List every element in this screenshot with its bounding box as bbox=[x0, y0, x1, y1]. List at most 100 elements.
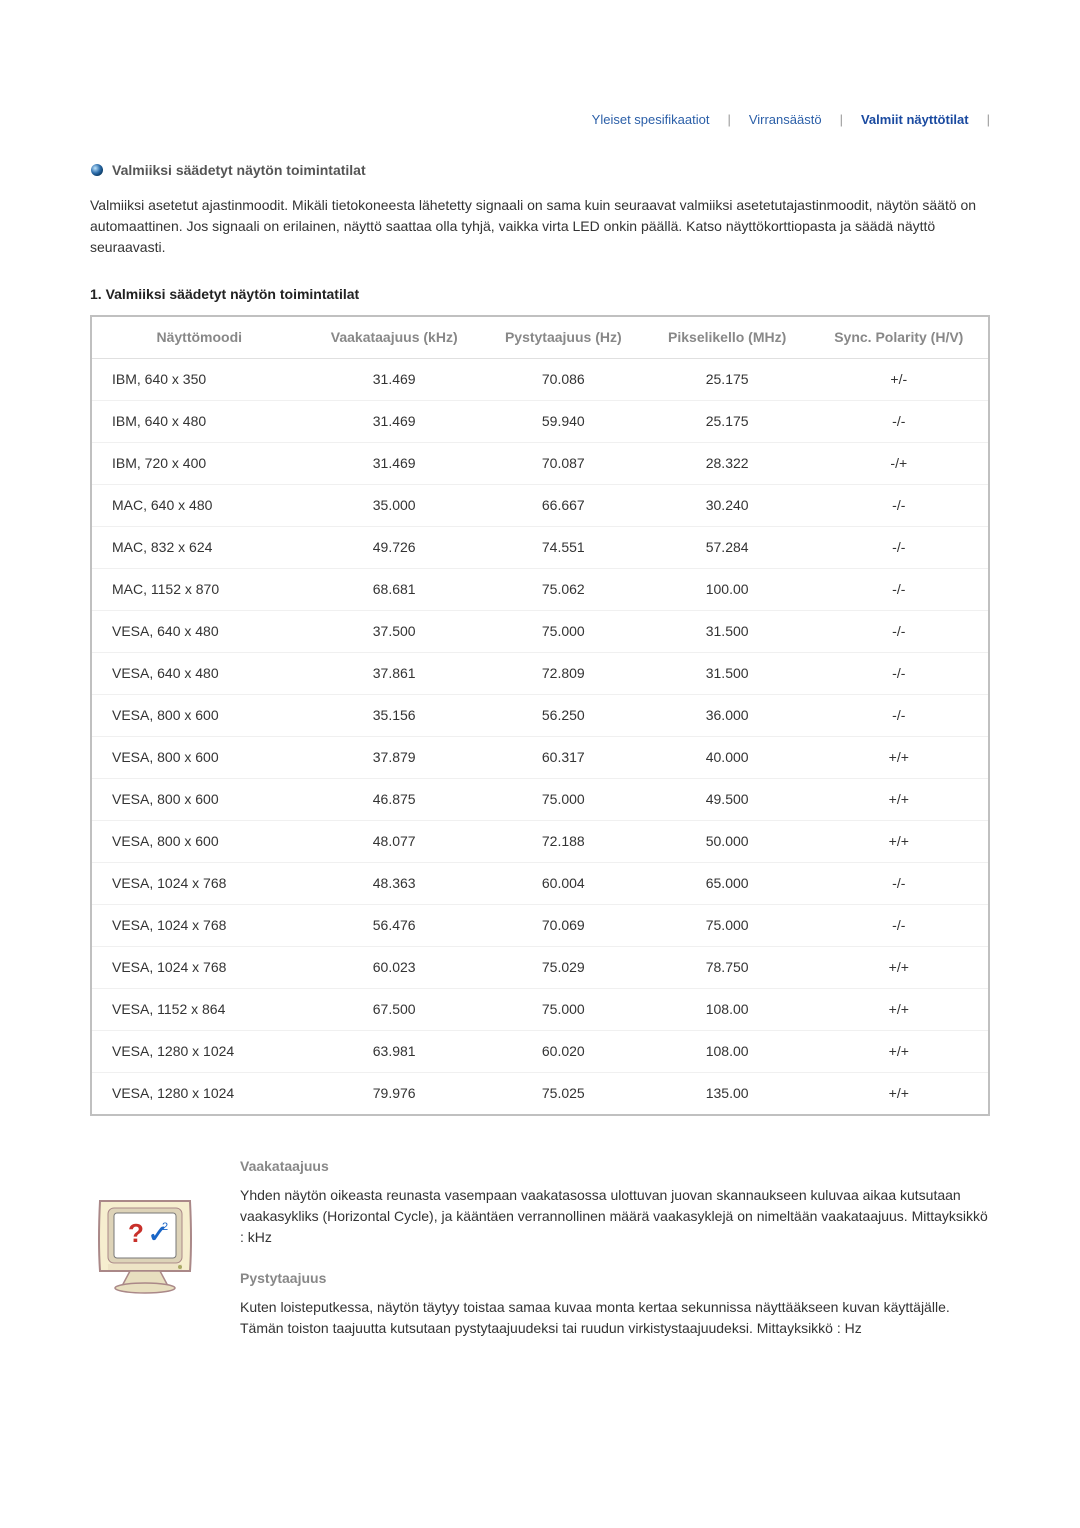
svg-text:2: 2 bbox=[162, 1221, 168, 1233]
cell-mode: IBM, 640 x 480 bbox=[91, 400, 307, 442]
cell-horiz: 79.976 bbox=[307, 1072, 482, 1115]
table-row: VESA, 1024 x 76856.47670.06975.000-/- bbox=[91, 904, 989, 946]
term-vert-title: Pystytaajuus bbox=[240, 1268, 990, 1289]
crt-monitor-icon: ? ✓ 2 bbox=[90, 1186, 210, 1296]
tab-power-save[interactable]: Virransäästö bbox=[749, 110, 822, 130]
table-row: VESA, 1024 x 76860.02375.02978.750+/+ bbox=[91, 946, 989, 988]
term-vert-body: Kuten loisteputkessa, näytön täytyy tois… bbox=[240, 1297, 990, 1339]
tab-general[interactable]: Yleiset spesifikaatiot bbox=[592, 110, 710, 130]
cell-vert: 70.069 bbox=[482, 904, 645, 946]
cell-mode: VESA, 800 x 600 bbox=[91, 820, 307, 862]
cell-sync: +/+ bbox=[810, 946, 989, 988]
cell-mode: MAC, 832 x 624 bbox=[91, 526, 307, 568]
cell-sync: -/- bbox=[810, 862, 989, 904]
cell-sync: +/- bbox=[810, 358, 989, 400]
col-vert: Pystytaajuus (Hz) bbox=[482, 316, 645, 359]
cell-vert: 72.809 bbox=[482, 652, 645, 694]
cell-horiz: 49.726 bbox=[307, 526, 482, 568]
cell-pixel: 57.284 bbox=[645, 526, 810, 568]
terms-section: ? ✓ 2 Vaakataajuus Yhden näytön oikeasta… bbox=[90, 1156, 990, 1359]
cell-mode: VESA, 1024 x 768 bbox=[91, 946, 307, 988]
table-row: VESA, 800 x 60037.87960.31740.000+/+ bbox=[91, 736, 989, 778]
cell-horiz: 31.469 bbox=[307, 400, 482, 442]
table-row: MAC, 832 x 62449.72674.55157.284-/- bbox=[91, 526, 989, 568]
table-header-row: Näyttömoodi Vaakataajuus (kHz) Pystytaaj… bbox=[91, 316, 989, 359]
table-row: VESA, 1152 x 86467.50075.000108.00+/+ bbox=[91, 988, 989, 1030]
cell-horiz: 63.981 bbox=[307, 1030, 482, 1072]
cell-vert: 70.087 bbox=[482, 442, 645, 484]
section-title: Valmiiksi säädetyt näytön toimintatilat bbox=[112, 160, 366, 181]
cell-pixel: 28.322 bbox=[645, 442, 810, 484]
section-header: Valmiiksi säädetyt näytön toimintatilat bbox=[90, 160, 990, 181]
cell-pixel: 50.000 bbox=[645, 820, 810, 862]
cell-pixel: 65.000 bbox=[645, 862, 810, 904]
cell-horiz: 37.500 bbox=[307, 610, 482, 652]
cell-vert: 56.250 bbox=[482, 694, 645, 736]
cell-mode: VESA, 800 x 600 bbox=[91, 694, 307, 736]
cell-horiz: 31.469 bbox=[307, 442, 482, 484]
cell-horiz: 37.879 bbox=[307, 736, 482, 778]
cell-horiz: 67.500 bbox=[307, 988, 482, 1030]
top-tabs: Yleiset spesifikaatiot | Virransäästö | … bbox=[90, 110, 990, 130]
cell-sync: +/+ bbox=[810, 820, 989, 862]
cell-vert: 74.551 bbox=[482, 526, 645, 568]
cell-horiz: 37.861 bbox=[307, 652, 482, 694]
cell-horiz: 46.875 bbox=[307, 778, 482, 820]
cell-horiz: 31.469 bbox=[307, 358, 482, 400]
cell-sync: -/+ bbox=[810, 442, 989, 484]
cell-mode: VESA, 640 x 480 bbox=[91, 610, 307, 652]
cell-sync: -/- bbox=[810, 400, 989, 442]
cell-vert: 60.317 bbox=[482, 736, 645, 778]
table-row: IBM, 720 x 40031.46970.08728.322-/+ bbox=[91, 442, 989, 484]
cell-pixel: 36.000 bbox=[645, 694, 810, 736]
cell-sync: +/+ bbox=[810, 1030, 989, 1072]
cell-horiz: 68.681 bbox=[307, 568, 482, 610]
cell-sync: -/- bbox=[810, 568, 989, 610]
cell-pixel: 49.500 bbox=[645, 778, 810, 820]
tab-preset-modes[interactable]: Valmiit näyttötilat bbox=[861, 110, 969, 130]
cell-vert: 59.940 bbox=[482, 400, 645, 442]
cell-pixel: 31.500 bbox=[645, 610, 810, 652]
cell-mode: IBM, 640 x 350 bbox=[91, 358, 307, 400]
cell-pixel: 108.00 bbox=[645, 1030, 810, 1072]
cell-sync: -/- bbox=[810, 652, 989, 694]
cell-vert: 66.667 bbox=[482, 484, 645, 526]
table-caption: 1. Valmiiksi säädetyt näytön toimintatil… bbox=[90, 284, 990, 305]
cell-sync: +/+ bbox=[810, 736, 989, 778]
cell-horiz: 35.000 bbox=[307, 484, 482, 526]
col-sync: Sync. Polarity (H/V) bbox=[810, 316, 989, 359]
table-row: MAC, 640 x 48035.00066.66730.240-/- bbox=[91, 484, 989, 526]
cell-sync: -/- bbox=[810, 484, 989, 526]
cell-mode: MAC, 1152 x 870 bbox=[91, 568, 307, 610]
table-row: VESA, 800 x 60048.07772.18850.000+/+ bbox=[91, 820, 989, 862]
table-row: VESA, 1280 x 102463.98160.020108.00+/+ bbox=[91, 1030, 989, 1072]
cell-mode: VESA, 800 x 600 bbox=[91, 778, 307, 820]
tab-divider: | bbox=[987, 110, 990, 130]
table-row: VESA, 640 x 48037.86172.80931.500-/- bbox=[91, 652, 989, 694]
cell-vert: 75.062 bbox=[482, 568, 645, 610]
table-row: VESA, 640 x 48037.50075.00031.500-/- bbox=[91, 610, 989, 652]
col-mode: Näyttömoodi bbox=[91, 316, 307, 359]
cell-vert: 75.025 bbox=[482, 1072, 645, 1115]
cell-mode: VESA, 1024 x 768 bbox=[91, 904, 307, 946]
cell-sync: -/- bbox=[810, 904, 989, 946]
cell-mode: MAC, 640 x 480 bbox=[91, 484, 307, 526]
cell-pixel: 30.240 bbox=[645, 484, 810, 526]
cell-mode: VESA, 640 x 480 bbox=[91, 652, 307, 694]
cell-sync: -/- bbox=[810, 694, 989, 736]
cell-pixel: 40.000 bbox=[645, 736, 810, 778]
table-row: VESA, 1280 x 102479.97675.025135.00+/+ bbox=[91, 1072, 989, 1115]
cell-sync: -/- bbox=[810, 610, 989, 652]
cell-sync: +/+ bbox=[810, 988, 989, 1030]
col-horiz: Vaakataajuus (kHz) bbox=[307, 316, 482, 359]
table-row: IBM, 640 x 48031.46959.94025.175-/- bbox=[91, 400, 989, 442]
cell-pixel: 75.000 bbox=[645, 904, 810, 946]
tab-divider: | bbox=[840, 110, 843, 130]
cell-mode: VESA, 1280 x 1024 bbox=[91, 1072, 307, 1115]
cell-pixel: 100.00 bbox=[645, 568, 810, 610]
term-horiz-body: Yhden näytön oikeasta reunasta vasempaan… bbox=[240, 1185, 990, 1248]
preset-modes-table: Näyttömoodi Vaakataajuus (kHz) Pystytaaj… bbox=[90, 315, 990, 1116]
cell-pixel: 78.750 bbox=[645, 946, 810, 988]
cell-horiz: 35.156 bbox=[307, 694, 482, 736]
cell-pixel: 135.00 bbox=[645, 1072, 810, 1115]
